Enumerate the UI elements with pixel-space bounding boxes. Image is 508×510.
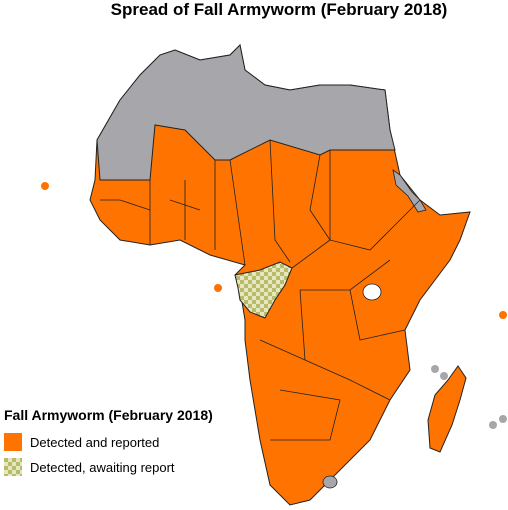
legend-swatch xyxy=(4,458,22,476)
lesotho xyxy=(322,475,338,489)
legend-item: Detected, awaiting report xyxy=(4,458,175,476)
lake-victoria xyxy=(362,283,382,301)
legend-title: Fall Armyworm (February 2018) xyxy=(4,407,213,423)
country-borders xyxy=(100,139,421,441)
awaiting-region xyxy=(234,261,293,319)
legend-item: Detected and reported xyxy=(4,433,159,451)
legend-label: Detected, awaiting report xyxy=(30,459,175,475)
eritrea-djibouti xyxy=(392,169,427,213)
title: Spread of Fall Armyworm (February 2018) xyxy=(110,0,448,19)
africa-not-affected xyxy=(96,43,396,181)
madagascar xyxy=(427,365,467,453)
islands xyxy=(41,182,507,429)
legend-label: Detected and reported xyxy=(30,434,160,450)
legend-swatch xyxy=(4,433,22,451)
